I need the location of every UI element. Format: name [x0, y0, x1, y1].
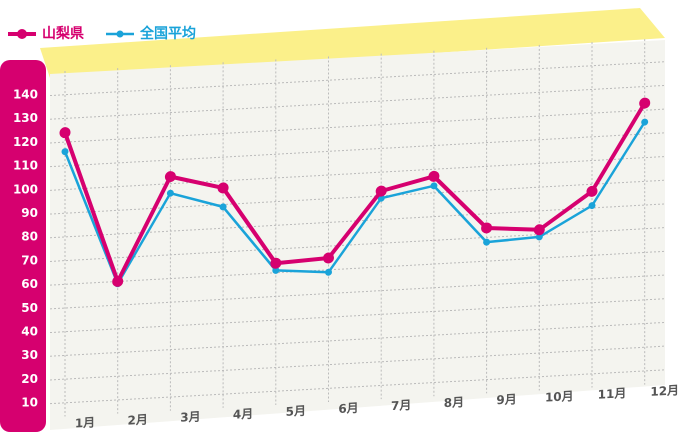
grid-line: [50, 156, 665, 191]
x-tick-label: 2月: [128, 412, 148, 427]
y-tick-label: 20: [21, 372, 38, 386]
point: [586, 185, 598, 197]
grid-line: [50, 250, 665, 286]
x-tick-label: 5月: [286, 404, 306, 419]
grid-line: [50, 369, 665, 405]
grid-line: [50, 108, 665, 144]
y-tick-label: 130: [13, 111, 38, 125]
point: [272, 266, 280, 274]
point: [323, 252, 334, 264]
y-tick-label: 10: [21, 396, 38, 410]
point: [166, 189, 174, 197]
y-tick-label: 60: [21, 277, 38, 291]
point: [164, 171, 176, 183]
grid-line: [50, 179, 665, 215]
y-axis-bar: [0, 60, 46, 432]
point: [428, 170, 440, 182]
point: [59, 127, 71, 139]
x-tick-label: 11月: [598, 386, 627, 402]
point: [483, 238, 491, 246]
plot: 1月 2月 3月 4月 5月 6月 7月 8月 9月 10月 11月 12月: [50, 39, 678, 430]
grid-line: [50, 321, 665, 357]
x-tick-label: 10月: [545, 389, 574, 405]
point: [61, 148, 69, 156]
grid-line: [50, 203, 665, 239]
grid-line: [50, 227, 665, 262]
legend-marker: [17, 29, 27, 39]
legend-marker: [116, 30, 124, 38]
point: [533, 224, 545, 236]
grid-line: [50, 84, 665, 120]
point: [639, 97, 651, 109]
y-tick-label: 90: [21, 206, 38, 220]
x-tick-label: 3月: [180, 410, 200, 425]
top-face: [40, 8, 665, 78]
y-tick-label: 30: [21, 348, 38, 362]
x-tick-label: 1月: [75, 415, 95, 430]
grid-line: [50, 345, 665, 381]
grid-line: [50, 274, 665, 310]
y-tick-label: 120: [13, 135, 38, 149]
y-tick-label: 70: [21, 253, 38, 267]
point: [270, 257, 282, 269]
grid-line: [50, 132, 665, 168]
point: [430, 182, 438, 190]
y-tick-label: 40: [21, 325, 38, 339]
point: [325, 268, 332, 276]
point: [375, 185, 387, 197]
x-tick-label: 6月: [338, 401, 358, 416]
y-tick-label: 50: [21, 301, 38, 315]
x-tick-label: 12月: [650, 383, 678, 399]
x-tick-label: 4月: [233, 407, 253, 422]
x-tick-label: 8月: [444, 395, 464, 410]
plot-face: [50, 40, 665, 430]
series-line: [63, 102, 647, 284]
x-tick-label: 7月: [391, 398, 411, 413]
legend-label: 全国平均: [139, 25, 196, 42]
point: [217, 182, 229, 194]
point: [481, 222, 493, 234]
point: [112, 275, 124, 287]
series-line: [63, 121, 646, 286]
legend-label: 山梨県: [42, 25, 84, 42]
y-tick-label: 100: [13, 182, 38, 196]
legend: 山梨県 全国平均: [8, 25, 196, 42]
x-tick-label: 9月: [496, 392, 516, 407]
point: [219, 203, 227, 211]
y-tick-label: 110: [13, 159, 38, 173]
point: [641, 118, 649, 126]
point: [588, 202, 596, 210]
point: [535, 233, 543, 241]
grid-line: [50, 298, 665, 334]
grid-line: [50, 61, 665, 97]
y-tick-label: 80: [21, 230, 38, 244]
y-tick-label: 140: [13, 88, 38, 102]
